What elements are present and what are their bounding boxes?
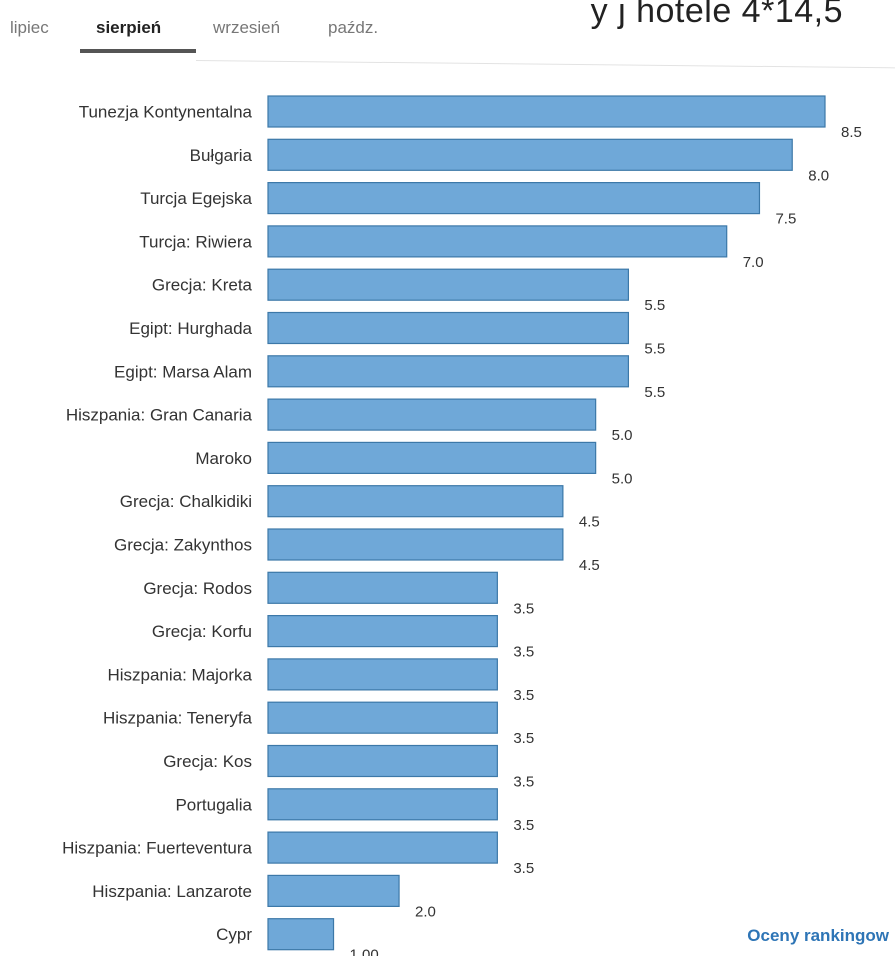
- category-label-0: Tunezja Kontynentalna: [79, 103, 253, 122]
- category-label-4: Grecja: Kreta: [152, 276, 253, 295]
- category-label-2: Turcja Egejska: [140, 189, 252, 208]
- category-label-6: Egipt: Marsa Alam: [114, 362, 252, 381]
- bar-10: [267, 528, 564, 561]
- bar-17: [267, 831, 498, 864]
- value-label-12: 3.5: [513, 644, 534, 661]
- value-label-5: 5.5: [644, 341, 665, 358]
- value-label-6: 5.5: [644, 384, 665, 401]
- bar-4: [267, 268, 630, 301]
- value-label-15: 3.5: [513, 774, 534, 791]
- tab-pazdz[interactable]: paźdz.: [328, 18, 379, 37]
- chart-title-fragment: y j hotele 4*14,5: [590, 0, 843, 30]
- bar-0: [267, 95, 826, 128]
- category-label-11: Grecja: Rodos: [143, 579, 252, 598]
- category-label-9: Grecja: Chalkidiki: [120, 492, 252, 511]
- bar-8: [267, 441, 597, 474]
- category-label-7: Hiszpania: Gran Canaria: [66, 406, 253, 425]
- bar-19: [267, 918, 335, 951]
- bar-15: [267, 744, 498, 778]
- value-label-2: 7.5: [775, 211, 796, 228]
- category-label-18: Hiszpania: Lanzarote: [92, 882, 252, 901]
- category-label-15: Grecja: Kos: [163, 752, 252, 771]
- value-label-3: 7.0: [743, 254, 764, 271]
- category-label-3: Turcja: Riwiera: [139, 232, 252, 251]
- value-label-7: 5.0: [612, 427, 633, 444]
- footer-note: Oceny rankingow: [747, 926, 889, 945]
- bar-13: [267, 658, 498, 691]
- category-label-13: Hiszpania: Majorka: [107, 665, 252, 684]
- category-label-14: Hiszpania: Teneryfa: [103, 709, 253, 728]
- active-tab-indicator: [80, 49, 196, 53]
- bar-11: [267, 571, 498, 604]
- tab-sierpien[interactable]: sierpień: [96, 18, 162, 37]
- value-label-13: 3.5: [513, 687, 534, 704]
- category-label-19: Cypr: [216, 925, 252, 944]
- bar-2: [267, 182, 761, 215]
- bar-9: [267, 485, 564, 518]
- category-label-12: Grecja: Korfu: [152, 622, 252, 641]
- bar-1: [267, 138, 793, 171]
- bar-16: [267, 788, 498, 821]
- bar-7: [267, 398, 597, 431]
- bar-14: [267, 701, 498, 734]
- category-label-5: Egipt: Hurghada: [129, 319, 252, 338]
- bar-12: [267, 614, 498, 648]
- value-label-8: 5.0: [612, 470, 633, 487]
- bar-3: [267, 225, 728, 258]
- category-label-1: Bułgaria: [190, 146, 253, 165]
- value-label-14: 3.5: [513, 730, 534, 747]
- value-label-10: 4.5: [579, 557, 600, 574]
- bar-5: [267, 311, 630, 345]
- month-tabs: lipiec sierpień wrzesień paźdz.: [0, 0, 895, 70]
- value-label-18: 2.0: [415, 903, 436, 920]
- value-label-1: 8.0: [808, 167, 829, 184]
- value-label-0: 8.5: [841, 124, 862, 141]
- category-label-10: Grecja: Zakynthos: [114, 536, 252, 555]
- bar-18: [267, 874, 400, 908]
- tab-wrzesien[interactable]: wrzesień: [213, 18, 281, 37]
- category-label-17: Hiszpania: Fuerteventura: [62, 839, 252, 858]
- bar-6: [267, 355, 630, 388]
- value-label-4: 5.5: [644, 297, 665, 314]
- value-label-16: 3.5: [513, 817, 534, 834]
- value-label-19: 1.00: [350, 947, 379, 956]
- category-label-16: Portugalia: [175, 795, 252, 814]
- value-label-9: 4.5: [579, 514, 600, 531]
- value-label-17: 3.5: [513, 860, 534, 877]
- category-label-8: Maroko: [195, 449, 252, 468]
- tab-lipiec[interactable]: lipiec: [10, 18, 49, 37]
- value-label-11: 3.5: [513, 600, 534, 617]
